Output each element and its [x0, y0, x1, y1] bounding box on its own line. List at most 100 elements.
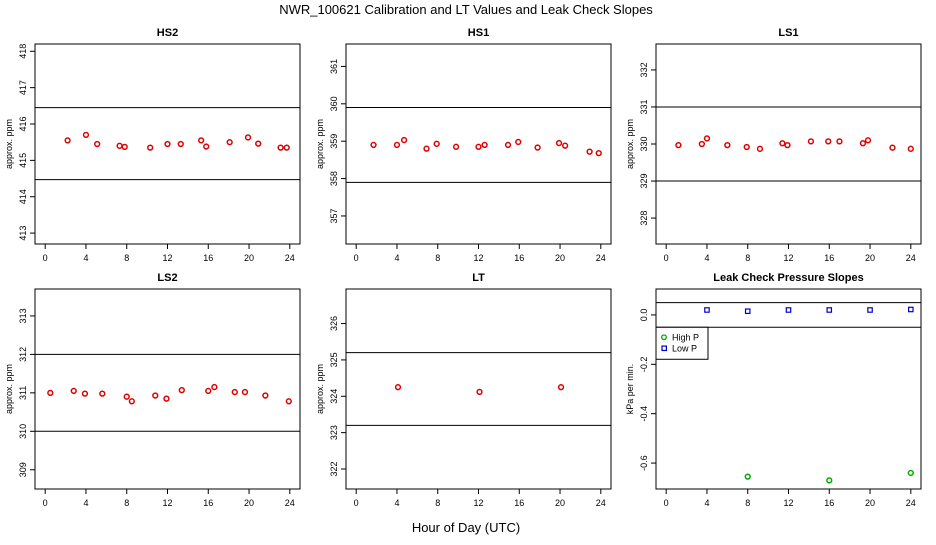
x-tick-label: 24 — [596, 498, 606, 508]
data-point — [908, 306, 914, 313]
data-point — [515, 138, 522, 146]
x-tick-label: 12 — [162, 498, 172, 508]
x-tick-label: 16 — [514, 253, 524, 263]
data-point — [703, 135, 711, 142]
y-tick-label: 328 — [639, 211, 649, 226]
data-point — [400, 136, 408, 144]
data-point — [147, 144, 154, 151]
data-point — [197, 137, 205, 144]
data-point — [393, 141, 401, 149]
x-tick-label: 8 — [745, 253, 750, 263]
y-axis-label: approx. ppm — [4, 119, 14, 169]
panel-title: HS1 — [468, 27, 489, 39]
data-point — [277, 144, 284, 151]
x-tick-label: 0 — [664, 253, 669, 263]
x-tick-label: 0 — [354, 498, 359, 508]
data-point — [859, 140, 867, 147]
data-point — [123, 393, 130, 400]
y-tick-label: 358 — [329, 171, 339, 186]
data-point — [244, 134, 252, 141]
data-point — [128, 398, 135, 405]
y-tick-label: 311 — [18, 386, 28, 400]
data-point — [779, 140, 786, 147]
y-tick-label: -0.4 — [639, 406, 649, 422]
data-point — [889, 144, 896, 151]
data-point — [675, 141, 682, 149]
data-point — [534, 144, 541, 151]
y-tick-label: 312 — [18, 347, 28, 362]
data-point — [81, 390, 89, 397]
y-tick-label: 325 — [329, 352, 339, 367]
data-point — [99, 390, 106, 397]
x-tick-label: 20 — [865, 498, 875, 508]
panel-6: Leak Check Pressure Slopes 0 4 8 12 16 20 24 0.0… — [625, 272, 922, 508]
panel-title: HS2 — [157, 27, 178, 39]
data-point — [177, 140, 184, 148]
x-tick-label: 4 — [704, 498, 709, 508]
legend-label: High P — [672, 332, 699, 342]
x-tick-label: 0 — [664, 498, 669, 508]
y-tick-label: 329 — [639, 174, 649, 189]
data-point — [698, 140, 706, 148]
data-point — [423, 145, 430, 152]
x-tick-label: 8 — [124, 253, 129, 263]
data-point — [211, 383, 218, 391]
y-tick-label: 418 — [18, 44, 28, 59]
y-tick-label: 322 — [329, 461, 339, 476]
data-point — [203, 143, 210, 150]
x-tick-label: 20 — [555, 253, 565, 263]
data-point — [121, 143, 128, 151]
x-tick-label: 24 — [906, 498, 916, 508]
x-tick-label: 4 — [704, 253, 709, 263]
y-tick-label: 415 — [18, 153, 28, 168]
y-tick-label: 359 — [329, 134, 339, 149]
panel-4: LS2 0 4 8 12 16 20 24 309 310 311 312 313 approx. ppm — [4, 272, 301, 508]
data-point — [756, 145, 764, 152]
x-tick-label: 24 — [285, 253, 295, 263]
data-point — [826, 477, 833, 484]
data-point — [784, 141, 791, 149]
data-point — [70, 387, 77, 395]
y-tick-label: 326 — [329, 316, 339, 331]
x-tick-label: 0 — [354, 253, 359, 263]
x-tick-label: 24 — [285, 498, 295, 508]
data-point — [241, 388, 249, 396]
x-tick-label: 12 — [473, 253, 483, 263]
data-point — [231, 388, 238, 396]
y-tick-label: -0.2 — [639, 357, 649, 373]
y-axis-label: approx. ppm — [315, 119, 325, 169]
y-axis-label: kPa per min. — [625, 364, 635, 415]
x-tick-label: 20 — [555, 498, 565, 508]
data-point — [744, 308, 751, 315]
y-axis-label: approx. ppm — [625, 119, 635, 169]
data-point — [864, 137, 872, 144]
data-point — [504, 141, 512, 149]
data-point — [476, 388, 483, 396]
figure-title: NWR_100621 Calibration and LT Values and… — [279, 2, 653, 17]
data-point — [452, 143, 460, 150]
data-point — [226, 139, 233, 146]
y-tick-label: 331 — [639, 99, 649, 114]
panel-3: LS1 0 4 8 12 16 20 24 328 329 330 331 332 approx. ppm — [625, 27, 922, 263]
panel-title: LT — [472, 272, 485, 284]
y-tick-label: 332 — [639, 62, 649, 77]
y-tick-label: -0.6 — [639, 455, 649, 471]
data-point — [394, 384, 402, 391]
y-tick-label: 309 — [18, 462, 28, 477]
x-tick-label: 4 — [83, 253, 88, 263]
data-point — [743, 143, 750, 151]
data-point — [82, 131, 90, 139]
x-tick-label: 12 — [783, 253, 793, 263]
data-point — [867, 307, 873, 313]
plot-frame — [655, 43, 922, 245]
data-point — [481, 141, 488, 149]
data-point — [724, 141, 731, 149]
data-point — [825, 138, 832, 145]
data-point — [907, 145, 914, 152]
data-point — [47, 389, 54, 396]
data-point — [595, 150, 602, 157]
legend-box — [655, 326, 709, 360]
y-tick-label: 310 — [18, 424, 28, 439]
x-tick-label: 8 — [435, 253, 440, 263]
